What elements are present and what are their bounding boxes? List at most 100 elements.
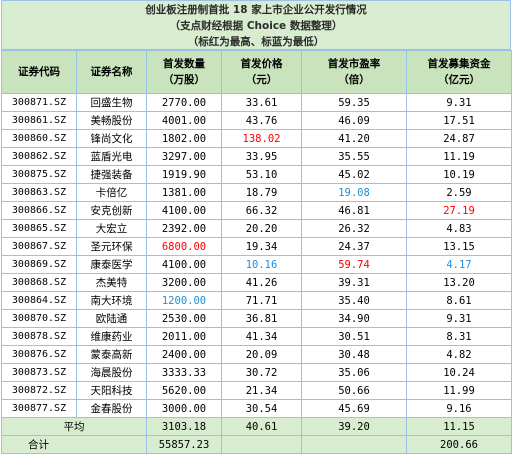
value-cell: 3000.00 <box>146 399 222 418</box>
value-cell: 26.32 <box>301 219 407 238</box>
value-cell: 30.51 <box>301 327 407 346</box>
value-cell: 41.26 <box>221 273 302 292</box>
code-cell: 300871.SZ <box>1 93 77 112</box>
table-row: 300865.SZ 大宏立 2392.00 20.20 26.32 4.83 <box>1 219 512 238</box>
value-cell: 4001.00 <box>146 111 222 130</box>
value-cell: 71.71 <box>221 291 302 310</box>
value-cell: 1200.00 <box>146 291 222 310</box>
code-cell: 300861.SZ <box>1 111 77 130</box>
value-cell: 34.90 <box>301 309 407 328</box>
header-line: （亿元） <box>438 74 480 86</box>
name-cell: 天阳科技 <box>76 381 147 400</box>
value-cell: 9.31 <box>406 93 512 112</box>
code-cell: 300872.SZ <box>1 381 77 400</box>
value-cell: 30.72 <box>221 363 302 382</box>
table-row: 300869.SZ 康泰医学 4100.00 10.16 59.74 4.17 <box>1 255 512 274</box>
value-cell: 11.19 <box>406 147 512 166</box>
column-header: 首发市盈率 （倍） <box>301 50 407 94</box>
column-header: 首发价格 （元） <box>221 50 302 94</box>
value-cell: 2011.00 <box>146 327 222 346</box>
header-line: （元） <box>245 74 278 86</box>
value-cell: 1381.00 <box>146 183 222 202</box>
header-line: （倍） <box>338 74 370 86</box>
value-cell: 20.20 <box>221 219 302 238</box>
table-row: 300864.SZ 南大环境 1200.00 71.71 35.40 8.61 <box>1 291 512 310</box>
title-line: 创业板注册制首批 18 家上市企业公开发行情况 <box>145 4 367 16</box>
value-cell: 24.37 <box>301 237 407 256</box>
name-cell: 蓝盾光电 <box>76 147 147 166</box>
value-cell: 35.55 <box>301 147 407 166</box>
footer-value: 55857.23 <box>146 435 222 454</box>
column-header: 证券名称 <box>76 50 147 94</box>
value-cell: 4.17 <box>406 255 512 274</box>
value-cell: 33.95 <box>221 147 302 166</box>
code-cell: 300873.SZ <box>1 363 77 382</box>
name-cell: 蒙泰高新 <box>76 345 147 364</box>
value-cell: 19.08 <box>301 183 407 202</box>
name-cell: 卡倍亿 <box>76 183 147 202</box>
table-row: 300870.SZ 欧陆通 2530.00 36.81 34.90 9.31 <box>1 309 512 328</box>
name-cell: 回盛生物 <box>76 93 147 112</box>
value-cell: 4.83 <box>406 219 512 238</box>
name-cell: 安克创新 <box>76 201 147 220</box>
header-line: 首发募集资金 <box>427 58 491 70</box>
code-cell: 300877.SZ <box>1 399 77 418</box>
value-cell: 2392.00 <box>146 219 222 238</box>
table-row: 300876.SZ 蒙泰高新 2400.00 20.09 30.48 4.82 <box>1 345 512 364</box>
code-cell: 300875.SZ <box>1 165 77 184</box>
value-cell: 10.24 <box>406 363 512 382</box>
table-row: 300860.SZ 锋尚文化 1802.00 138.02 41.20 24.87 <box>1 129 512 148</box>
footer-empty <box>221 435 302 454</box>
code-cell: 300869.SZ <box>1 255 77 274</box>
footer-row: 平均 3103.18 40.61 39.20 11.15 <box>1 417 512 436</box>
table-row: 300878.SZ 维康药业 2011.00 41.34 30.51 8.31 <box>1 327 512 346</box>
value-cell: 3200.00 <box>146 273 222 292</box>
name-cell: 维康药业 <box>76 327 147 346</box>
code-cell: 300866.SZ <box>1 201 77 220</box>
title-line: （标红为最高、标蓝为最低） <box>187 36 325 48</box>
table: 证券代码 证券名称 首发数量 （万股） 首发价格 （元） 首发市盈率 （倍） 首发募集资金 （亿元… <box>1 50 512 454</box>
table-row: 300868.SZ 杰美特 3200.00 41.26 39.31 13.20 <box>1 273 512 292</box>
value-cell: 2.59 <box>406 183 512 202</box>
value-cell: 13.15 <box>406 237 512 256</box>
value-cell: 138.02 <box>221 129 302 148</box>
header-line: 首发数量 <box>163 58 205 70</box>
table-row: 300867.SZ 圣元环保 6800.00 19.34 24.37 13.15 <box>1 237 512 256</box>
value-cell: 50.66 <box>301 381 407 400</box>
footer-label: 平均 <box>1 417 147 436</box>
name-cell: 金春股份 <box>76 399 147 418</box>
table-row: 300872.SZ 天阳科技 5620.00 21.34 50.66 11.99 <box>1 381 512 400</box>
table-row: 300877.SZ 金春股份 3000.00 30.54 45.69 9.16 <box>1 399 512 418</box>
table-row: 300871.SZ 回盛生物 2770.00 33.61 59.35 9.31 <box>1 93 512 112</box>
name-cell: 欧陆通 <box>76 309 147 328</box>
value-cell: 46.09 <box>301 111 407 130</box>
value-cell: 17.51 <box>406 111 512 130</box>
value-cell: 8.31 <box>406 327 512 346</box>
header-line: 证券名称 <box>90 66 133 78</box>
name-cell: 海晨股份 <box>76 363 147 382</box>
value-cell: 2770.00 <box>146 93 222 112</box>
value-cell: 35.06 <box>301 363 407 382</box>
footer-value: 3103.18 <box>146 417 222 436</box>
table-row: 300863.SZ 卡倍亿 1381.00 18.79 19.08 2.59 <box>1 183 512 202</box>
value-cell: 39.31 <box>301 273 407 292</box>
value-cell: 59.74 <box>301 255 407 274</box>
value-cell: 20.09 <box>221 345 302 364</box>
name-cell: 南大环境 <box>76 291 147 310</box>
code-cell: 300862.SZ <box>1 147 77 166</box>
value-cell: 45.02 <box>301 165 407 184</box>
table-row: 300873.SZ 海晨股份 3333.33 30.72 35.06 10.24 <box>1 363 512 382</box>
value-cell: 13.20 <box>406 273 512 292</box>
value-cell: 8.61 <box>406 291 512 310</box>
header-line: 首发市盈率 <box>327 58 381 70</box>
column-header: 证券代码 <box>1 50 77 94</box>
name-cell: 锋尚文化 <box>76 129 147 148</box>
value-cell: 41.20 <box>301 129 407 148</box>
value-cell: 30.48 <box>301 345 407 364</box>
value-cell: 19.34 <box>221 237 302 256</box>
value-cell: 5620.00 <box>146 381 222 400</box>
name-cell: 美畅股份 <box>76 111 147 130</box>
code-cell: 300867.SZ <box>1 237 77 256</box>
column-header: 首发数量 （万股） <box>146 50 222 94</box>
value-cell: 59.35 <box>301 93 407 112</box>
